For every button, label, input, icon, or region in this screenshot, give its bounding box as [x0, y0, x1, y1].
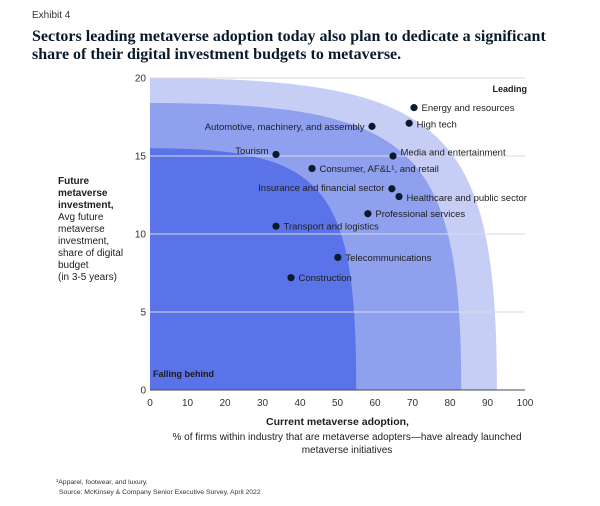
x-tick-label: 20 [219, 398, 231, 409]
data-point-healthcare-and-public-sector: Healthcare and public sector [395, 192, 527, 204]
data-point-transport-and-logistics: Transport and logistics [272, 222, 379, 233]
point-label: Consumer, AF&L¹, and retail [320, 164, 439, 175]
y-axis-detail-line: Avg future [58, 212, 104, 223]
y-axis-detail-line: share of digital [58, 248, 124, 259]
data-point-tourism: Tourism [235, 146, 280, 159]
exhibit-number: Exhibit 4 [32, 10, 71, 21]
y-axis-detail-line: investment, [58, 236, 110, 247]
x-tick-labels: 0 10 20 30 40 50 60 70 80 90 100 [147, 398, 534, 409]
point-label: Transport and logistics [284, 222, 379, 233]
point-marker [272, 222, 280, 230]
data-points: Energy and resources High tech Automotive,… [205, 103, 527, 284]
point-marker [389, 152, 397, 160]
zone-falling-behind-band [150, 148, 357, 390]
chart-title-line: share of their digital investment budget… [32, 46, 402, 63]
point-label: High tech [417, 120, 457, 131]
x-tick-label: 80 [444, 398, 456, 409]
chart-title: Sectors leading metaverse adoption today… [32, 28, 546, 64]
y-axis-detail-line: (in 3-5 years) [58, 272, 117, 283]
x-tick-label: 100 [517, 398, 534, 409]
point-label: Media and entertainment [401, 147, 506, 158]
chart-title-line: Sectors leading metaverse adoption today… [32, 28, 546, 45]
y-axis-detail-line: metaverse [58, 224, 105, 235]
x-tick-label: 50 [332, 398, 344, 409]
source-note: Source: McKinsey & Company Senior Execut… [59, 489, 261, 496]
y-tick-label: 10 [135, 230, 147, 241]
data-point-professional-services: Professional services [364, 209, 465, 220]
data-point-media-and-entertainment: Media and entertainment [389, 147, 506, 160]
data-point-high-tech: High tech [405, 119, 457, 131]
point-marker [334, 253, 342, 261]
point-label: Healthcare and public sector [407, 193, 527, 204]
data-point-consumer-af-l-and-retail: Consumer, AF&L¹, and retail [308, 164, 439, 175]
x-tick-label: 30 [257, 398, 269, 409]
point-label: Tourism [235, 146, 268, 157]
y-tick-labels: 0 5 10 15 20 [135, 74, 147, 397]
gridlines [150, 77, 525, 313]
point-marker [410, 104, 418, 112]
x-axis-detail-line: % of firms within industry that are meta… [172, 432, 522, 443]
point-label: Insurance and financial sector [258, 183, 384, 194]
point-marker [364, 210, 372, 218]
data-point-construction: Construction [287, 273, 352, 284]
point-marker [368, 122, 376, 130]
point-label: Automotive, machinery, and assembly [205, 122, 365, 133]
data-point-energy-and-resources: Energy and resources [410, 103, 515, 114]
y-axis-title-line: Future [58, 176, 90, 187]
point-marker [395, 192, 403, 201]
y-tick-label: 5 [140, 308, 146, 319]
x-tick-label: 60 [369, 398, 381, 409]
point-marker [287, 274, 295, 282]
point-label: Professional services [375, 209, 465, 220]
point-marker [388, 185, 396, 193]
footnote: ¹Apparel, footwear, and luxury. [56, 479, 148, 486]
point-marker [272, 150, 280, 159]
y-axis-title-line: investment, [58, 200, 114, 211]
point-marker [405, 119, 413, 127]
y-axis-detail-line: budget [58, 260, 89, 271]
x-axis-detail: % of firms within industry that are meta… [147, 431, 547, 457]
x-tick-label: 70 [407, 398, 419, 409]
y-tick-label: 20 [135, 74, 147, 85]
x-tick-label: 90 [482, 398, 494, 409]
data-point-automotive-machinery-and-assembly: Automotive, machinery, and assembly [205, 122, 376, 133]
point-label: Telecommunications [345, 253, 431, 264]
x-axis-detail-line: metaverse initiatives [301, 445, 393, 456]
x-tick-label: 40 [294, 398, 306, 409]
y-axis-title-line: metaverse [58, 188, 108, 199]
y-tick-label: 0 [140, 386, 146, 397]
data-point-telecommunications: Telecommunications [334, 253, 432, 264]
x-axis-title: Current metaverse adoption, [266, 416, 409, 428]
point-marker [308, 164, 316, 173]
zone-label-leading: Leading [492, 84, 527, 94]
zone-label-falling-behind: Falling behind [153, 369, 214, 379]
x-tick-label: 10 [182, 398, 194, 409]
y-tick-label: 15 [135, 152, 147, 163]
footnotes: ¹Apparel, footwear, and luxury. Source: … [56, 478, 261, 498]
data-point-insurance-and-financial-sector: Insurance and financial sector [258, 183, 396, 194]
y-axis-title: Future metaverse investment, Avg future … [58, 176, 123, 284]
point-label: Construction [299, 273, 352, 284]
x-tick-label: 0 [147, 398, 153, 409]
point-label: Energy and resources [422, 103, 515, 114]
